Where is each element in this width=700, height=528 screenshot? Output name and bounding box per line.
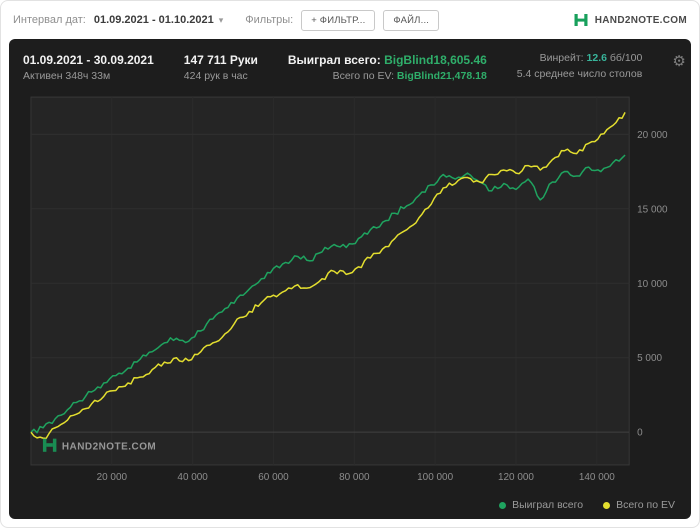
ev-total-value: BigBlind21,478.18 xyxy=(396,70,487,82)
won-total-value: BigBlind18,605.46 xyxy=(384,53,487,67)
chart-legend: Выиграл всего Всего по EV xyxy=(9,495,691,519)
svg-text:40 000: 40 000 xyxy=(177,472,208,483)
svg-text:15 000: 15 000 xyxy=(637,204,668,215)
svg-text:0: 0 xyxy=(637,427,643,438)
won-total-label: Выиграл всего: xyxy=(287,53,381,67)
svg-text:140 000: 140 000 xyxy=(579,472,615,483)
svg-text:20 000: 20 000 xyxy=(97,472,128,483)
svg-text:20 000: 20 000 xyxy=(637,130,668,141)
winnings-block: Выиграл всего: BigBlind18,605.46 Всего п… xyxy=(288,51,487,85)
date-interval-picker[interactable]: 01.09.2021 - 01.10.2021 ▾ xyxy=(94,14,223,26)
brand: HAND2NOTE.COM xyxy=(573,12,687,28)
hands-count: 147 711 Руки xyxy=(183,53,258,67)
legend-item-ev[interactable]: Всего по EV xyxy=(603,499,675,511)
settings-gear-icon[interactable]: ⚙ xyxy=(672,53,686,70)
top-toolbar: Интервал дат: 01.09.2021 - 01.10.2021 ▾ … xyxy=(1,1,699,39)
add-filter-button[interactable]: + ФИЛЬТР... xyxy=(301,9,376,31)
active-time: Активен 348ч 33м xyxy=(23,70,111,82)
legend-dot-won xyxy=(499,501,507,509)
legend-label-ev: Всего по EV xyxy=(616,499,675,511)
brand-text: HAND2NOTE.COM xyxy=(594,14,687,26)
svg-text:10 000: 10 000 xyxy=(637,278,668,289)
stats-header: 01.09.2021 - 30.09.2021 Активен 348ч 33м… xyxy=(9,47,691,87)
winrate-units: бб/100 xyxy=(609,52,643,64)
svg-text:60 000: 60 000 xyxy=(258,472,289,483)
hands-block: 147 711 Руки 424 рук в час xyxy=(184,51,258,85)
hands-per-hour: 424 рук в час xyxy=(183,70,248,82)
report-period: 01.09.2021 - 30.09.2021 xyxy=(23,53,154,67)
svg-text:100 000: 100 000 xyxy=(417,472,453,483)
winrate-value: 12.6 xyxy=(586,52,607,64)
date-interval-value: 01.09.2021 - 01.10.2021 xyxy=(93,14,214,26)
hand2note-logo-icon xyxy=(574,14,588,26)
file-button[interactable]: ФАЙЛ... xyxy=(383,9,440,31)
chart-svg[interactable]: 20 000 40 000 60 000 80 000 100 000 120 000 14… xyxy=(19,89,681,495)
legend-label-won: Выиграл всего xyxy=(512,499,584,511)
legend-dot-ev xyxy=(603,501,611,509)
period-block: 01.09.2021 - 30.09.2021 Активен 348ч 33м xyxy=(23,51,154,85)
svg-text:120 000: 120 000 xyxy=(498,472,534,483)
date-interval-label: Интервал дат: xyxy=(13,14,86,26)
winnings-chart[interactable]: 20 000 40 000 60 000 80 000 100 000 120 000 14… xyxy=(19,89,681,495)
svg-text:80 000: 80 000 xyxy=(339,472,370,483)
svg-text:5 000: 5 000 xyxy=(637,353,662,364)
legend-item-won[interactable]: Выиграл всего xyxy=(499,499,583,511)
ev-total-label: Всего по EV: xyxy=(332,70,394,82)
winrate-block: Винрейт: 12.6 бб/100 5.4 среднее число с… xyxy=(517,51,643,83)
chevron-down-icon: ▾ xyxy=(218,14,224,25)
svg-text:HAND2NOTE.COM: HAND2NOTE.COM xyxy=(62,441,156,452)
winrate-label: Винрейт: xyxy=(539,52,584,64)
filters-label: Фильтры: xyxy=(245,14,294,26)
avg-tables: 5.4 среднее число столов xyxy=(516,67,643,80)
report-panel: 01.09.2021 - 30.09.2021 Активен 348ч 33м… xyxy=(9,39,691,519)
